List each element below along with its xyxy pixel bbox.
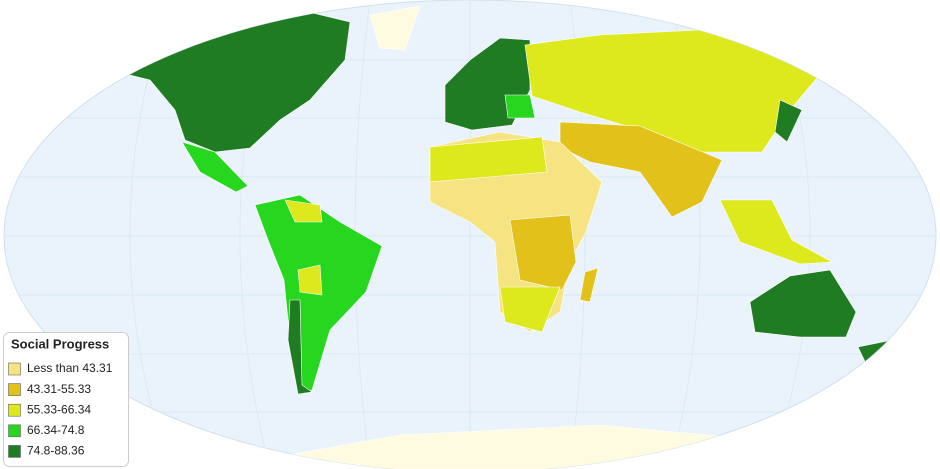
mexico [181,141,249,193]
legend-swatch [8,445,21,458]
legend-title: Social Progress [11,336,109,351]
legend-box [3,332,129,467]
south-america [254,194,383,396]
legend-label: 55.33-66.34 [27,402,91,416]
madagascar [579,267,599,303]
legend-swatch [8,362,21,376]
venezuela [284,199,323,223]
north-africa [429,136,548,183]
eastern-europe [504,94,536,119]
greenland [369,5,421,51]
legend-label: 74.8-88.36 [27,444,85,458]
australia [749,269,857,338]
legend-label: 43.31-55.33 [27,382,91,396]
chile [287,299,313,395]
southeast-asia [719,199,834,265]
legend-label: Less than 43.31 [27,361,113,375]
legend: Social Progress Less than 43.31 43.31-55.… [3,332,129,467]
southern-africa [499,286,561,333]
legend-swatch [8,424,21,438]
japan [774,99,803,143]
central-africa [509,214,577,291]
legend-label: 66.34-74.8 [27,423,85,437]
legend-swatch [8,403,21,417]
countries [117,5,893,469]
legend-swatch [8,383,21,396]
bolivia [297,264,323,296]
